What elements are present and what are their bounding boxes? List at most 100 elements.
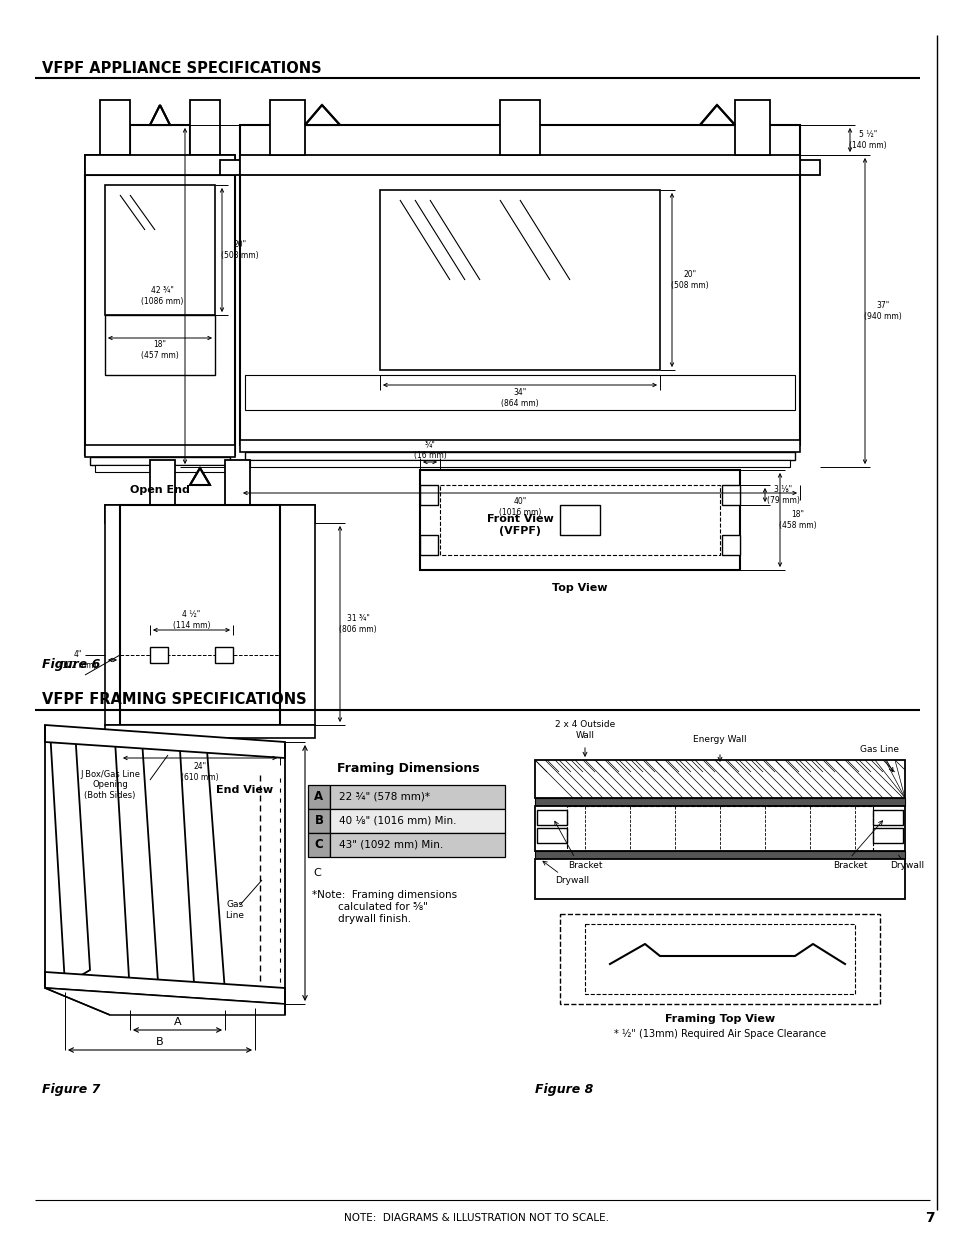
Text: Figure 8: Figure 8 <box>535 1083 593 1097</box>
Bar <box>499 100 539 156</box>
Text: 43" (1092 mm) Min.: 43" (1092 mm) Min. <box>338 840 443 850</box>
Bar <box>280 505 314 725</box>
Text: Figure 7: Figure 7 <box>42 1083 100 1097</box>
Bar <box>240 125 800 445</box>
Bar <box>245 452 794 459</box>
Bar <box>872 810 902 825</box>
Bar <box>120 505 280 725</box>
Bar <box>250 459 789 467</box>
Bar <box>270 100 305 156</box>
Text: 22 ¾" (578 mm)*: 22 ¾" (578 mm)* <box>338 792 430 802</box>
Bar <box>90 457 230 466</box>
Text: 4"
(102 mm): 4" (102 mm) <box>59 651 96 669</box>
Bar <box>105 505 314 522</box>
Bar <box>190 100 220 156</box>
Text: Front View
(VFPF): Front View (VFPF) <box>486 514 553 536</box>
Bar <box>100 100 130 156</box>
Polygon shape <box>305 105 339 125</box>
Text: 42 ¾"
(1086 mm): 42 ¾" (1086 mm) <box>141 287 183 306</box>
Polygon shape <box>220 161 240 175</box>
Polygon shape <box>190 156 234 175</box>
Text: 2 x 4 Outside
Wall: 2 x 4 Outside Wall <box>555 720 615 740</box>
Bar <box>85 175 234 454</box>
Text: End View: End View <box>216 785 274 795</box>
Bar <box>721 485 740 505</box>
Bar <box>535 806 904 851</box>
Bar <box>535 760 904 798</box>
Text: 18"
(457 mm): 18" (457 mm) <box>141 341 178 359</box>
Polygon shape <box>190 468 210 485</box>
Text: 3 ⅛"
(79 mm): 3 ⅛" (79 mm) <box>766 485 799 505</box>
Bar <box>439 485 720 555</box>
Text: 7: 7 <box>924 1212 934 1225</box>
Text: *Note:  Framing dimensions
        calculated for ⅝"
        drywall finish.: *Note: Framing dimensions calculated for… <box>312 890 456 924</box>
Bar <box>379 190 659 370</box>
Text: Drywall: Drywall <box>889 862 923 871</box>
Bar <box>330 832 504 857</box>
Bar <box>240 440 800 452</box>
Bar <box>537 827 566 844</box>
Text: ¾"
(16 mm): ¾" (16 mm) <box>414 441 446 459</box>
Bar <box>240 156 800 175</box>
Text: Energy Wall: Energy Wall <box>693 736 746 745</box>
Text: 40 ⅛" (1016 mm) Min.: 40 ⅛" (1016 mm) Min. <box>338 816 456 826</box>
Text: 20"
(508 mm): 20" (508 mm) <box>221 241 258 259</box>
Text: 37"
(940 mm): 37" (940 mm) <box>863 301 901 321</box>
Bar <box>419 471 740 571</box>
Bar <box>537 810 566 825</box>
Text: 18"
(458 mm): 18" (458 mm) <box>779 510 816 530</box>
Text: C: C <box>314 839 323 851</box>
Bar <box>105 505 120 725</box>
Text: Drywall: Drywall <box>555 877 589 885</box>
Polygon shape <box>45 725 285 758</box>
Bar <box>535 798 904 806</box>
Text: Framing Top View: Framing Top View <box>664 1014 774 1024</box>
Bar <box>734 100 769 156</box>
Text: 40"
(1016 mm): 40" (1016 mm) <box>498 498 540 516</box>
Polygon shape <box>45 988 285 1015</box>
Bar <box>308 785 330 809</box>
Bar <box>419 535 437 555</box>
Text: J Box/Gas Line
Opening
(Both Sides): J Box/Gas Line Opening (Both Sides) <box>80 771 140 800</box>
Bar <box>105 315 214 375</box>
Bar <box>559 505 599 535</box>
Text: 34"
(864 mm): 34" (864 mm) <box>500 388 538 408</box>
Text: 31 ¾"
(806 mm): 31 ¾" (806 mm) <box>339 614 376 634</box>
Text: Open End: Open End <box>130 485 190 495</box>
Text: 4 ½"
(114 mm): 4 ½" (114 mm) <box>172 610 210 630</box>
Bar <box>535 851 904 860</box>
Bar <box>535 860 904 899</box>
Bar <box>308 832 330 857</box>
Bar <box>330 809 504 832</box>
Text: A: A <box>314 790 323 804</box>
Bar <box>95 466 225 472</box>
Bar <box>130 125 190 445</box>
Polygon shape <box>50 730 90 986</box>
Text: Framing Dimensions: Framing Dimensions <box>336 762 478 776</box>
Text: A: A <box>173 1016 181 1028</box>
Bar <box>150 647 168 663</box>
Text: Gas Line: Gas Line <box>860 746 899 755</box>
Bar <box>308 809 330 832</box>
Bar <box>245 375 794 410</box>
Text: Top View: Top View <box>552 583 607 593</box>
Bar <box>85 445 234 457</box>
Bar <box>105 725 314 739</box>
Text: NOTE:  DIAGRAMS & ILLUSTRATION NOT TO SCALE.: NOTE: DIAGRAMS & ILLUSTRATION NOT TO SCA… <box>344 1213 609 1223</box>
Text: Bracket: Bracket <box>832 862 866 871</box>
Text: Figure 6: Figure 6 <box>42 658 100 672</box>
Polygon shape <box>115 740 158 995</box>
Bar <box>872 827 902 844</box>
Polygon shape <box>800 161 820 175</box>
Text: B: B <box>156 1037 164 1047</box>
Bar <box>330 785 504 809</box>
Polygon shape <box>85 156 130 175</box>
Polygon shape <box>150 105 170 125</box>
Text: 5 ½"
(140 mm): 5 ½" (140 mm) <box>848 131 886 149</box>
Polygon shape <box>45 972 285 1004</box>
Polygon shape <box>180 750 225 1000</box>
Bar <box>584 924 854 994</box>
Text: 24"
(610 mm): 24" (610 mm) <box>181 762 218 782</box>
Bar <box>721 535 740 555</box>
Bar <box>566 806 872 851</box>
